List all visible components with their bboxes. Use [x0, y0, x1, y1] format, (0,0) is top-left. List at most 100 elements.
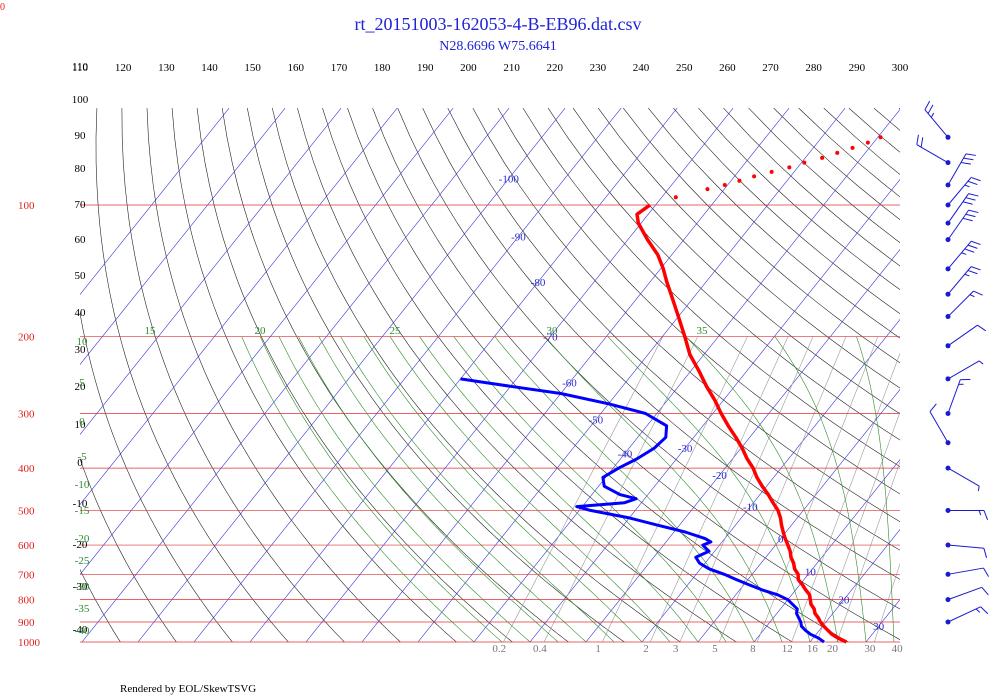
top-axis-label: 300 [892, 62, 909, 74]
mixing-ratio-label: 2 [643, 643, 649, 655]
temperature-point [850, 145, 855, 150]
moist-adiabat-left-label: -15 [75, 505, 90, 517]
height-label: 70 [75, 199, 87, 211]
isotherm-line [417, 107, 846, 642]
moist-adiabat-left-label: -40 [75, 625, 90, 637]
dry-adiabat-line [597, 107, 900, 389]
top-axis-label: 250 [676, 62, 693, 74]
top-axis-label: 150 [244, 62, 261, 74]
isotherm-line [80, 107, 398, 505]
moist-adiabat-left-label: -10 [75, 479, 90, 491]
isotherm-label: -30 [678, 443, 693, 455]
wind-barb-staff [947, 544, 984, 549]
mixing-ratio-label: 40 [892, 643, 904, 655]
isotherm-line [809, 529, 900, 642]
wind-barb-flag [962, 201, 973, 205]
dry-adiabat-line [873, 107, 900, 131]
wind-barb-flag [965, 213, 976, 218]
dry-adiabat-line [974, 108, 1000, 651]
pressure-label: 800 [18, 595, 35, 607]
wind-barb-layer [916, 100, 989, 625]
moist-adiabat-label: 35 [697, 325, 709, 337]
dry-adiabat-line [80, 458, 177, 642]
wind-barb-staff [947, 467, 980, 487]
dry-adiabat-line [322, 108, 793, 642]
moist-adiabat-left-label: -30 [75, 581, 90, 593]
moist-adiabat-left-label: 10 [77, 336, 89, 348]
wind-barb-staff [929, 411, 949, 444]
mixing-ratio-line [756, 336, 879, 642]
dry-adiabat-line [247, 108, 625, 642]
temperature-point [737, 178, 742, 183]
isotherm-line [80, 107, 230, 295]
wind-barb-half-flag [977, 486, 980, 492]
pressure-label: 600 [18, 540, 35, 552]
dry-adiabat-line [623, 107, 900, 364]
moist-adiabat-left-label: 5 [79, 377, 85, 389]
isotherm-line [361, 107, 790, 642]
temperature-point [769, 169, 774, 174]
wind-barb-staff [947, 193, 970, 224]
chart-subtitle: N28.6696 W75.6641 [439, 39, 557, 54]
height-label: 80 [75, 163, 87, 175]
moist-adiabat-left-label: -25 [75, 555, 90, 567]
top-axis-label: 220 [546, 62, 563, 74]
isotherm-line [641, 319, 900, 642]
moist-adiabat-line [241, 336, 475, 642]
wind-barb-flag [967, 244, 978, 249]
wind-barb-staff [916, 144, 949, 164]
corner-label: 0 [0, 2, 5, 13]
wind-barb-staff [947, 606, 981, 623]
dry-adiabat-line [522, 107, 900, 468]
wind-barb-flag [968, 193, 979, 197]
pressure-label: 400 [18, 463, 35, 475]
wind-barb-flag [968, 209, 979, 214]
mixing-ratio-label: 30 [864, 643, 876, 655]
wind-barb-staff [947, 153, 967, 186]
wind-barb-half-flag [978, 510, 982, 516]
dry-adiabat-line [422, 107, 900, 580]
wind-barb-flag [929, 403, 937, 412]
top-axis-label: 290 [849, 62, 866, 74]
mixing-ratio-label: 3 [673, 643, 679, 655]
height-label: 60 [75, 234, 87, 246]
dry-adiabat-line [547, 107, 900, 441]
wind-barb-staff [947, 177, 972, 206]
wind-barb-flag [965, 197, 976, 201]
top-axis-label: 140 [201, 62, 218, 74]
mixing-ratio-line [874, 562, 900, 642]
chart-title: rt_20151003-162053-4-B-EB96.dat.csv [355, 14, 642, 34]
wind-barb-staff [947, 360, 980, 380]
dry-adiabat-line [272, 108, 681, 642]
top-axis-label: 210 [503, 62, 520, 74]
height-label: -30 [73, 581, 88, 593]
top-axis-label: 230 [590, 62, 607, 74]
temperature-point [835, 150, 840, 155]
wind-barb-staff [947, 290, 974, 317]
moist-adiabat-line [363, 336, 643, 642]
mixing-ratio-line [649, 336, 789, 642]
isotherm-line [753, 459, 900, 642]
wind-barb-flag [924, 100, 931, 110]
dewpoint-trace [460, 377, 825, 644]
moist-adiabat-label: 20 [255, 325, 267, 337]
isotherm-line [80, 107, 342, 435]
height-label: 40 [75, 307, 87, 319]
wind-barb-staff [947, 379, 961, 414]
height-label: 20 [75, 381, 87, 393]
dry-adiabat-line [472, 107, 900, 523]
dry-adiabat-line [673, 107, 900, 315]
mixing-ratio-label: 0.4 [533, 643, 547, 655]
wind-barb-flag [965, 153, 976, 156]
wind-barb-half-flag [964, 184, 970, 188]
moist-adiabat-line [856, 336, 895, 642]
mixing-ratio-line [816, 411, 900, 642]
isotherm-line [697, 389, 900, 642]
top-axis-label: 170 [331, 62, 348, 74]
wind-barb-half-flag [961, 252, 967, 255]
top-axis-label: 130 [158, 62, 175, 74]
isotherm-line [915, 108, 1000, 651]
wind-barb-staff [947, 324, 978, 347]
